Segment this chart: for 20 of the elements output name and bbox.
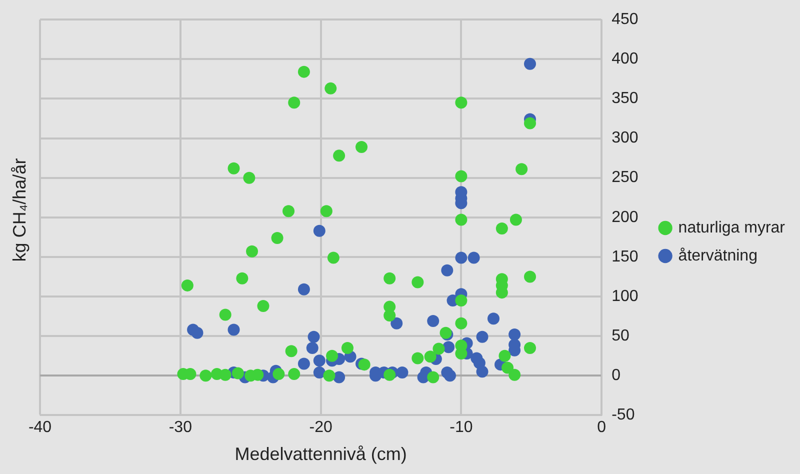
y-axis-title: kg CH₄/ha/år xyxy=(10,158,30,262)
y-tick-label: -50 xyxy=(612,406,635,424)
legend-label: naturliga myrar xyxy=(678,219,786,236)
y-tick-label: 100 xyxy=(612,288,638,305)
x-tick-label: 0 xyxy=(597,419,606,436)
y-tick-label: 450 xyxy=(612,11,638,28)
y-tick-label: 250 xyxy=(612,169,638,186)
y-tick-label: 400 xyxy=(612,50,638,68)
x-axis-title: Medelvattennivå (cm) xyxy=(234,444,407,464)
x-tick-label: -30 xyxy=(168,419,192,436)
y-tick-label: 350 xyxy=(612,90,638,108)
y-tick-label: 0 xyxy=(612,367,621,384)
y-tick-label: 50 xyxy=(612,327,630,344)
x-tick-label: -40 xyxy=(28,419,52,436)
y-tick-label: 200 xyxy=(612,208,638,226)
y-tick-label: 300 xyxy=(612,130,638,147)
x-tick-label: -20 xyxy=(309,419,332,436)
y-tick-label: 150 xyxy=(612,248,638,266)
x-tick-label: -10 xyxy=(450,419,473,436)
legend-label: återvätning xyxy=(678,247,758,264)
